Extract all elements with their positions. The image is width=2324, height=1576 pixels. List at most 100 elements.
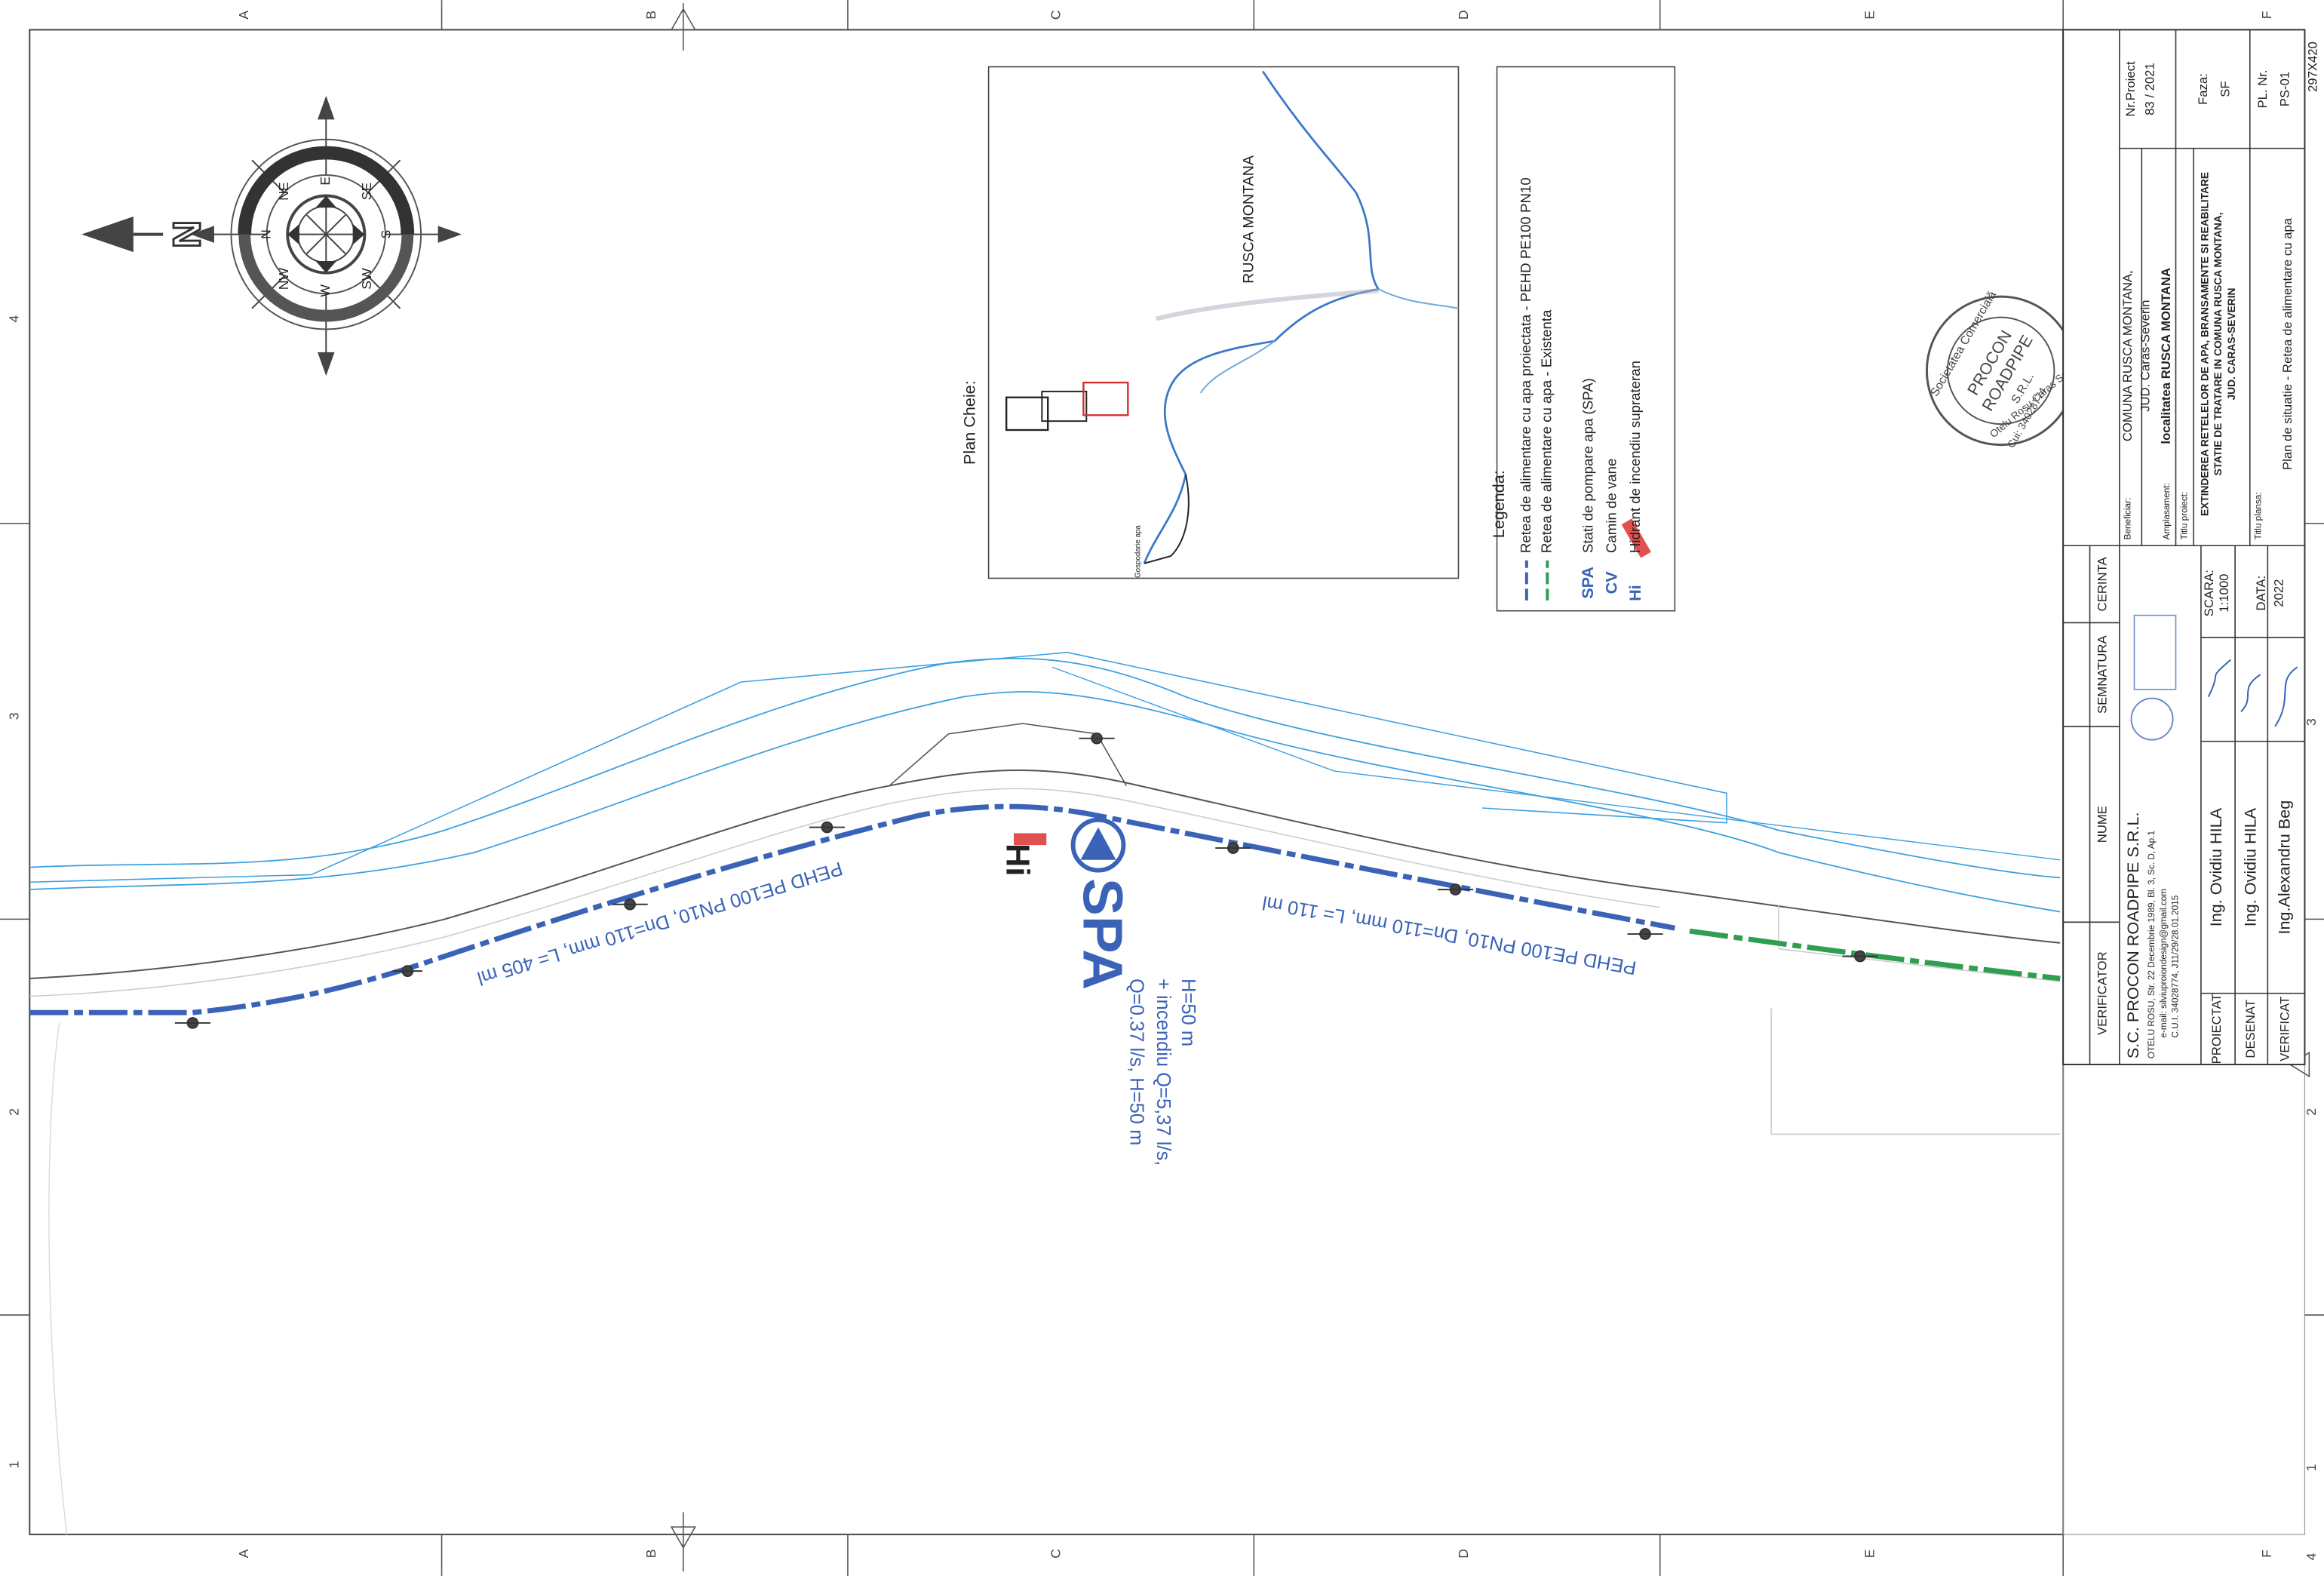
key-plan: Plan Cheie: RUSCA MONTANA Gospodarie apa — [960, 66, 1460, 579]
tb-scale: 1:1000 — [2217, 574, 2231, 613]
tb-name: Ing. Ovidiu HILA — [2206, 807, 2225, 926]
tb-label: PL. Nr. — [2255, 70, 2270, 109]
legend-label: Stati de pompare apa (SPA) — [1580, 378, 1595, 553]
tb-format: 297X420 — [2306, 41, 2320, 92]
legend-symbol: Hi — [1626, 585, 1644, 601]
site-lines-path — [29, 651, 1727, 883]
row-label: 2 — [2304, 1108, 2319, 1116]
tb-beneficiary: COMUNA RUSCA MONTANA, — [2120, 270, 2135, 441]
legend-label: Hidrant de incendiu suprateran — [1627, 361, 1643, 553]
legend-rect — [1621, 518, 1651, 558]
site-lines-path — [889, 723, 1128, 787]
valve-chambers — [174, 732, 1878, 1029]
key-plan-rect — [987, 66, 1460, 579]
tb-beneficiary: JUD. Caras-Severin — [2138, 300, 2153, 412]
legend-label: Retea de alimentare cu apa - Existenta — [1538, 309, 1554, 553]
existing-pipe — [1689, 928, 2061, 982]
site-lines-path — [29, 657, 2061, 879]
legend-symbol: CV — [1602, 571, 1621, 594]
compass-rose-g — [287, 195, 365, 273]
site-lines — [29, 651, 2061, 1535]
legend-title: Legenda: — [1489, 470, 1508, 538]
compass-rose-g-path — [315, 260, 337, 273]
tb-label: Beneficiar: — [2123, 498, 2133, 540]
site-lines-path — [29, 788, 1660, 997]
row-label: 4 — [6, 315, 21, 323]
tb-date-label: DATA: — [2254, 576, 2268, 611]
compass-rose-g-line — [306, 214, 346, 254]
tb-role: VERIFICAT — [2277, 997, 2292, 1061]
key-plan-path — [1144, 474, 1190, 564]
compass-label: W — [318, 284, 333, 297]
tb-header: VERIFICATOR — [2095, 951, 2110, 1035]
pump-station — [1014, 817, 1126, 873]
column-label: A — [236, 1549, 251, 1558]
tb-company: C.U.I. 34028774, J11/29/28.01.2015 — [2171, 895, 2181, 1037]
legend-label: Camin de vane — [1604, 459, 1619, 553]
tb-label: Titlu proiect: — [2179, 492, 2189, 540]
stamp-circle — [1946, 316, 2055, 425]
tb-cert-box — [2133, 614, 2177, 690]
pump-station-path — [1080, 827, 1116, 860]
tb-cert-logo — [2130, 697, 2174, 741]
compass-label: E — [318, 177, 333, 186]
compass-rose-circle — [230, 138, 422, 330]
tb-location: localitatea RUSCA MONTANA — [2159, 268, 2173, 444]
column-label: B — [643, 1549, 659, 1558]
legend: Legenda: SPA CV Hi Retea de alimentare c… — [1489, 66, 1676, 612]
compass-rose-g-path — [315, 195, 337, 208]
compass-label: SW — [359, 268, 374, 290]
key-plan-rect — [1082, 381, 1129, 416]
frame-labels: A B C D E F A B C D E F 4 3 2 1 4 3 2 1 — [6, 10, 2319, 1560]
tb-project: JUD. CARAS-SEVERIN — [2226, 288, 2237, 401]
frame-markers — [670, 3, 2310, 1571]
site-lines-path — [29, 770, 2061, 979]
tb-company: OTELU ROSU, Str. 22 Decembrie 1989, Bl. … — [2147, 831, 2157, 1058]
site-lines-path — [1051, 666, 2061, 861]
pump-spec: H=50 m — [1177, 978, 1199, 1046]
column-label: F — [2259, 1550, 2274, 1558]
compass-rose-g-path — [287, 223, 299, 245]
site-lines-path — [48, 1022, 68, 1535]
compass-rose-g-path — [190, 95, 462, 376]
column-label: B — [643, 11, 659, 20]
column-label: A — [236, 11, 251, 20]
compass-label: NE — [276, 182, 291, 201]
tb-label: Amplasament: — [2162, 483, 2172, 539]
tb-role: PROIECTAT — [2209, 994, 2224, 1064]
tb-signature — [2207, 659, 2298, 727]
tb-label: Nr.Proiect — [2123, 61, 2138, 117]
key-plan-rect — [1005, 396, 1049, 432]
column-label: C — [1048, 1549, 1064, 1559]
pump-label: SPA — [1071, 878, 1134, 990]
row-label: 3 — [2304, 718, 2319, 726]
key-plan-path — [1143, 70, 1380, 564]
column-label: E — [1862, 11, 1877, 20]
compass-label: S — [379, 230, 394, 239]
north-arrow — [81, 217, 134, 253]
compass-rose-g — [297, 206, 355, 263]
compass-rose-path — [238, 146, 415, 235]
compass-rose: N N NE E SE S SW W NW — [81, 95, 462, 376]
legend-rect — [1496, 66, 1676, 612]
tb-project: STATIE DE TRATARE IN COMUNA RUSCA MONTAN… — [2212, 212, 2224, 475]
site-lines-path — [29, 691, 2061, 913]
title-block: VERIFICATOR NUME SEMNATURA CERINTA S.C. … — [2062, 29, 2320, 1065]
tb-header: CERINTA — [2095, 556, 2110, 611]
tb-company: S.C. PROCON ROADPIPE S.R.L. — [2123, 812, 2142, 1058]
column-label: D — [1456, 10, 1471, 20]
compass-label: SE — [359, 183, 374, 201]
key-plan-site: Gospodarie apa — [1134, 525, 1143, 578]
key-plan-path — [1155, 288, 1379, 321]
row-label: 3 — [6, 712, 21, 720]
tb-header: SEMNATURA — [2095, 635, 2110, 714]
row-label: 1 — [2304, 1464, 2319, 1471]
column-label: F — [2259, 11, 2274, 19]
row-label: 4 — [2304, 1553, 2319, 1560]
title-block-rect — [2062, 29, 2306, 1065]
tb-project: EXTINDEREA RETELELOR DE APA, BRANSAMENTE… — [2199, 172, 2210, 516]
hydrant-label: Hi — [999, 843, 1036, 876]
key-plan-locality: RUSCA MONTANA — [1241, 155, 1257, 284]
